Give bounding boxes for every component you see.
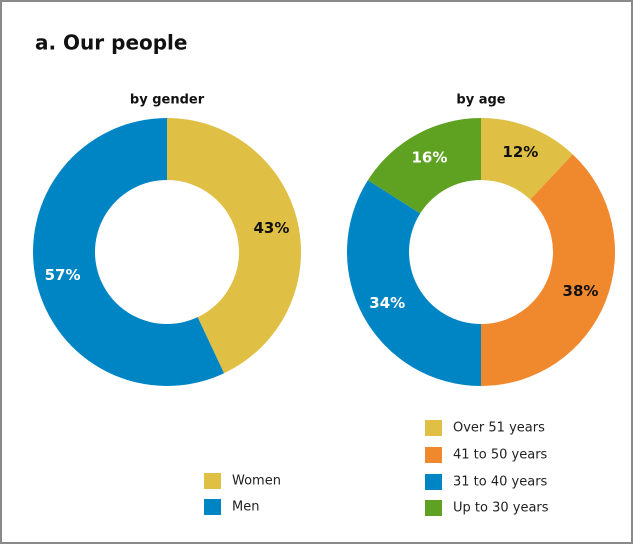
chart-subtitle: by gender (130, 93, 205, 108)
value-label: 16% (411, 149, 447, 167)
legend-label: 31 to 40 years (453, 475, 548, 490)
legend-swatch (204, 473, 221, 489)
value-label: 12% (502, 143, 538, 161)
legend-swatch (425, 474, 442, 490)
legend-swatch (425, 420, 442, 436)
chart-subtitle: by age (456, 93, 505, 108)
legend-label: Women (232, 474, 281, 489)
legend-swatch (204, 499, 221, 515)
value-label: 57% (45, 266, 81, 284)
donut-slice (367, 118, 481, 214)
value-label: 38% (563, 282, 599, 300)
legend-label: Over 51 years (453, 421, 545, 436)
donut-slice (33, 118, 225, 386)
legend-label: 41 to 50 years (453, 448, 548, 463)
legend-label: Men (232, 500, 259, 515)
value-label: 34% (369, 294, 405, 312)
legend-label: Up to 30 years (453, 501, 549, 516)
donut-slice (481, 118, 573, 200)
donut-slice (481, 154, 615, 386)
donut-slice (346, 180, 481, 386)
value-label: 43% (253, 219, 289, 237)
page-title: a. Our people (35, 31, 187, 55)
legend-swatch (425, 500, 442, 516)
legend-swatch (425, 447, 442, 463)
donut-slice (167, 118, 301, 374)
